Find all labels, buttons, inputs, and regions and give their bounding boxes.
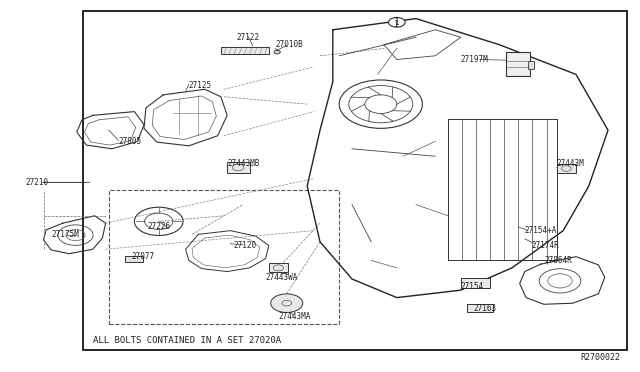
Bar bbox=[506, 52, 530, 76]
Text: 27120: 27120 bbox=[234, 241, 257, 250]
Bar bbox=[109, 190, 339, 324]
Circle shape bbox=[388, 17, 405, 27]
Bar bbox=[269, 263, 288, 272]
Text: 27122: 27122 bbox=[237, 33, 260, 42]
Bar bbox=[467, 304, 493, 312]
Bar bbox=[83, 11, 627, 350]
Text: 27077: 27077 bbox=[131, 252, 154, 261]
Circle shape bbox=[271, 294, 303, 312]
Text: 27443M: 27443M bbox=[557, 159, 584, 168]
Circle shape bbox=[274, 50, 280, 54]
Text: 27443MA: 27443MA bbox=[278, 312, 311, 321]
Text: 27443MB: 27443MB bbox=[227, 159, 260, 168]
Text: 27174R: 27174R bbox=[531, 241, 559, 250]
Bar bbox=[221, 46, 269, 54]
Text: 1: 1 bbox=[394, 18, 399, 27]
Text: 27226: 27226 bbox=[147, 222, 170, 231]
Text: 27197M: 27197M bbox=[461, 55, 488, 64]
Text: 27864R: 27864R bbox=[544, 256, 572, 265]
Bar bbox=[125, 256, 143, 262]
Text: 27805: 27805 bbox=[118, 137, 141, 146]
Text: 27010B: 27010B bbox=[275, 40, 303, 49]
Text: 27175M: 27175M bbox=[51, 230, 79, 239]
Text: R2700022: R2700022 bbox=[581, 353, 621, 362]
Text: ALL BOLTS CONTAINED IN A SET 27020A: ALL BOLTS CONTAINED IN A SET 27020A bbox=[93, 336, 281, 345]
Text: 27125: 27125 bbox=[189, 81, 212, 90]
Bar bbox=[461, 278, 490, 288]
Text: 27443WA: 27443WA bbox=[266, 273, 298, 282]
Text: 27154+A: 27154+A bbox=[525, 226, 557, 235]
Bar bbox=[528, 61, 534, 69]
Bar bbox=[557, 164, 576, 173]
Text: 27210: 27210 bbox=[26, 178, 49, 187]
Text: 27154: 27154 bbox=[461, 282, 484, 291]
Text: 27163: 27163 bbox=[474, 304, 497, 313]
Bar bbox=[227, 162, 250, 173]
Text: 1: 1 bbox=[394, 20, 398, 29]
